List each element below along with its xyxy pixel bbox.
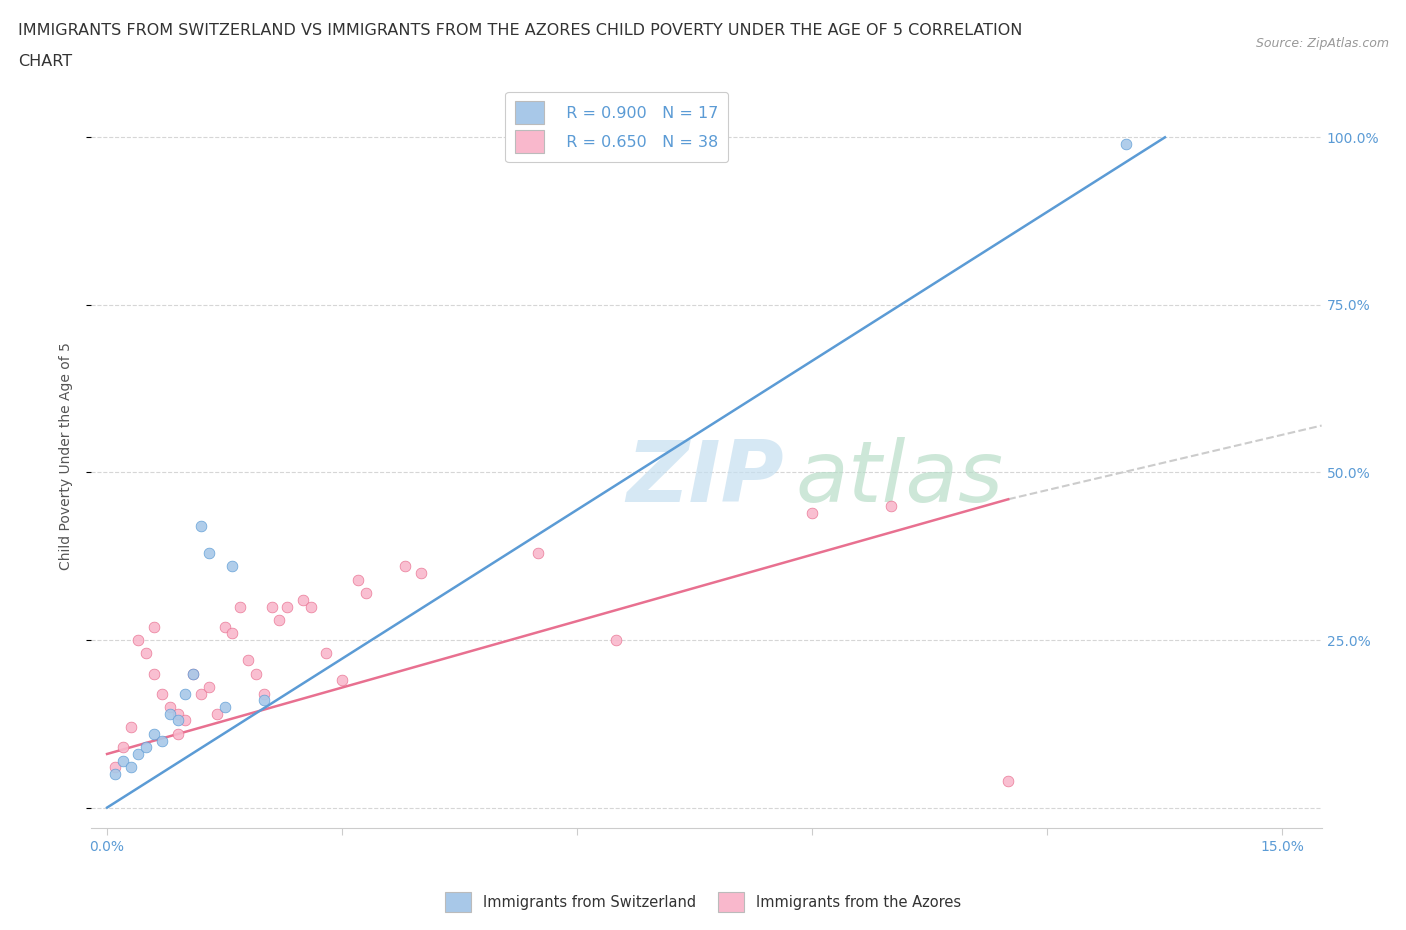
Y-axis label: Child Poverty Under the Age of 5: Child Poverty Under the Age of 5 — [59, 341, 73, 570]
Point — [315, 646, 337, 661]
Point — [135, 646, 157, 661]
Text: CHART: CHART — [18, 54, 72, 69]
Text: ZIP: ZIP — [627, 436, 785, 520]
Point — [214, 699, 236, 714]
Point — [127, 747, 149, 762]
Point — [166, 726, 188, 741]
Point — [166, 713, 188, 728]
Legend: Immigrants from Switzerland, Immigrants from the Azores: Immigrants from Switzerland, Immigrants … — [439, 885, 967, 918]
Point — [174, 713, 197, 728]
Point — [120, 720, 142, 735]
Point — [346, 572, 368, 587]
Legend:   R = 0.900   N = 17,   R = 0.650   N = 38: R = 0.900 N = 17, R = 0.650 N = 38 — [505, 92, 728, 163]
Point — [127, 632, 149, 647]
Point — [330, 672, 353, 687]
Point — [997, 774, 1019, 789]
Point — [221, 559, 243, 574]
Point — [143, 726, 166, 741]
Point — [190, 519, 212, 534]
Point — [879, 498, 901, 513]
Point — [291, 592, 314, 607]
Point — [166, 706, 188, 721]
Text: Source: ZipAtlas.com: Source: ZipAtlas.com — [1256, 37, 1389, 50]
Point — [269, 613, 291, 628]
Point — [229, 599, 252, 614]
Point — [111, 753, 134, 768]
Text: atlas: atlas — [794, 436, 1002, 520]
Point — [605, 632, 627, 647]
Point — [190, 686, 212, 701]
Point — [214, 619, 236, 634]
Point — [299, 599, 322, 614]
Point — [253, 693, 276, 708]
Point — [174, 686, 197, 701]
Point — [135, 740, 157, 755]
Point — [159, 706, 181, 721]
Point — [260, 599, 283, 614]
Point — [181, 666, 204, 681]
Point — [276, 599, 298, 614]
Point — [1115, 137, 1137, 152]
Point — [120, 760, 142, 775]
Point — [104, 766, 127, 781]
Point — [245, 666, 267, 681]
Point — [150, 686, 173, 701]
Point — [143, 666, 166, 681]
Point — [236, 653, 259, 668]
Point — [527, 546, 550, 561]
Point — [159, 699, 181, 714]
Point — [409, 565, 432, 580]
Point — [150, 733, 173, 748]
Point — [181, 666, 204, 681]
Point — [198, 546, 221, 561]
Point — [354, 586, 377, 601]
Point — [111, 740, 134, 755]
Point — [205, 706, 228, 721]
Point — [394, 559, 416, 574]
Point — [221, 626, 243, 641]
Text: IMMIGRANTS FROM SWITZERLAND VS IMMIGRANTS FROM THE AZORES CHILD POVERTY UNDER TH: IMMIGRANTS FROM SWITZERLAND VS IMMIGRANT… — [18, 23, 1022, 38]
Point — [104, 760, 127, 775]
Point — [253, 686, 276, 701]
Point — [198, 680, 221, 695]
Point — [143, 619, 166, 634]
Point — [801, 505, 824, 520]
